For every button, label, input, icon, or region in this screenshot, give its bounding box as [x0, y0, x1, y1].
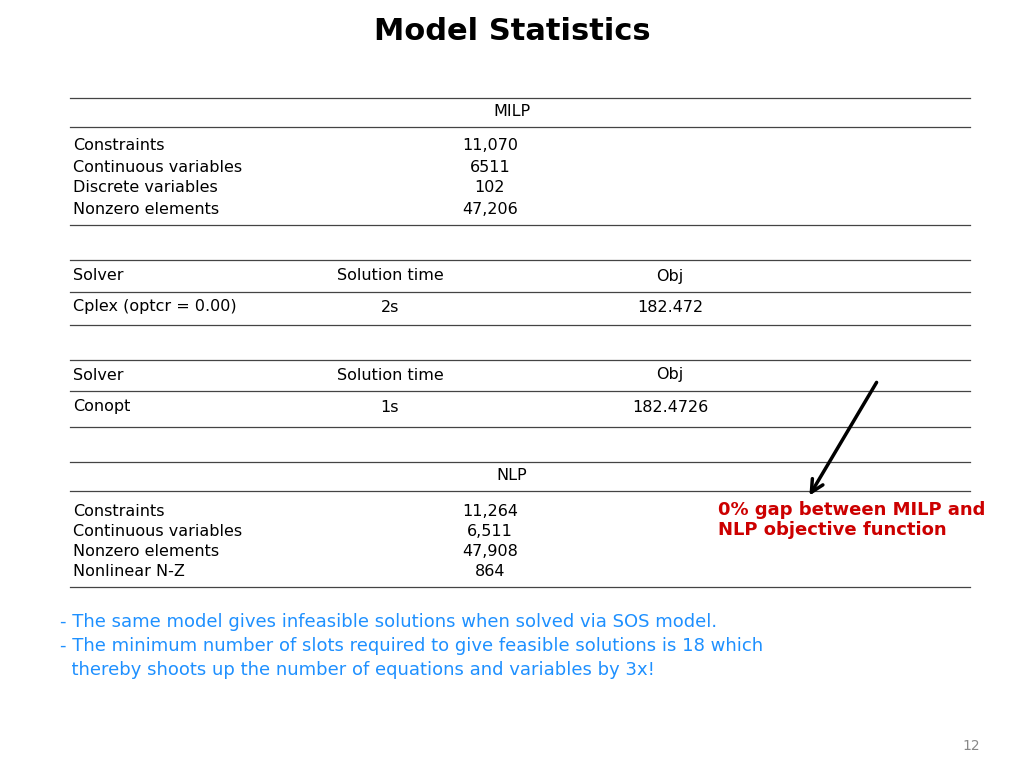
Text: Cplex (optcr = 0.00): Cplex (optcr = 0.00) — [73, 300, 237, 315]
Text: Solution time: Solution time — [337, 269, 443, 283]
Text: 12: 12 — [963, 739, 980, 753]
Text: 6,511: 6,511 — [467, 524, 513, 538]
Text: 11,070: 11,070 — [462, 138, 518, 154]
Text: Solver: Solver — [73, 368, 124, 382]
Text: 182.472: 182.472 — [637, 300, 703, 315]
Text: Solution time: Solution time — [337, 368, 443, 382]
Text: 11,264: 11,264 — [462, 504, 518, 518]
Text: Obj: Obj — [656, 368, 684, 382]
Text: Solver: Solver — [73, 269, 124, 283]
Text: Model Statistics: Model Statistics — [374, 18, 650, 47]
Text: 1s: 1s — [381, 399, 399, 415]
Text: MILP: MILP — [494, 104, 530, 120]
Text: NLP: NLP — [497, 468, 527, 484]
Text: 102: 102 — [475, 180, 505, 196]
Text: thereby shoots up the number of equations and variables by 3x!: thereby shoots up the number of equation… — [60, 661, 655, 679]
Text: 2s: 2s — [381, 300, 399, 315]
Text: 0% gap between MILP and
NLP objective function: 0% gap between MILP and NLP objective fu… — [718, 501, 985, 539]
Text: Conopt: Conopt — [73, 399, 130, 415]
Text: Continuous variables: Continuous variables — [73, 524, 242, 538]
Text: 47,206: 47,206 — [462, 201, 518, 217]
Text: Obj: Obj — [656, 269, 684, 283]
Text: Nonlinear N-Z: Nonlinear N-Z — [73, 564, 185, 578]
Text: - The same model gives infeasible solutions when solved via SOS model.: - The same model gives infeasible soluti… — [60, 613, 717, 631]
Text: Discrete variables: Discrete variables — [73, 180, 218, 196]
Text: 47,908: 47,908 — [462, 544, 518, 558]
Text: Constraints: Constraints — [73, 504, 165, 518]
Text: Nonzero elements: Nonzero elements — [73, 544, 219, 558]
Text: 6511: 6511 — [470, 160, 510, 174]
Text: Nonzero elements: Nonzero elements — [73, 201, 219, 217]
Text: - The minimum number of slots required to give feasible solutions is 18 which: - The minimum number of slots required t… — [60, 637, 763, 655]
Text: Constraints: Constraints — [73, 138, 165, 154]
Text: Continuous variables: Continuous variables — [73, 160, 242, 174]
Text: 182.4726: 182.4726 — [632, 399, 709, 415]
Text: 864: 864 — [475, 564, 505, 578]
